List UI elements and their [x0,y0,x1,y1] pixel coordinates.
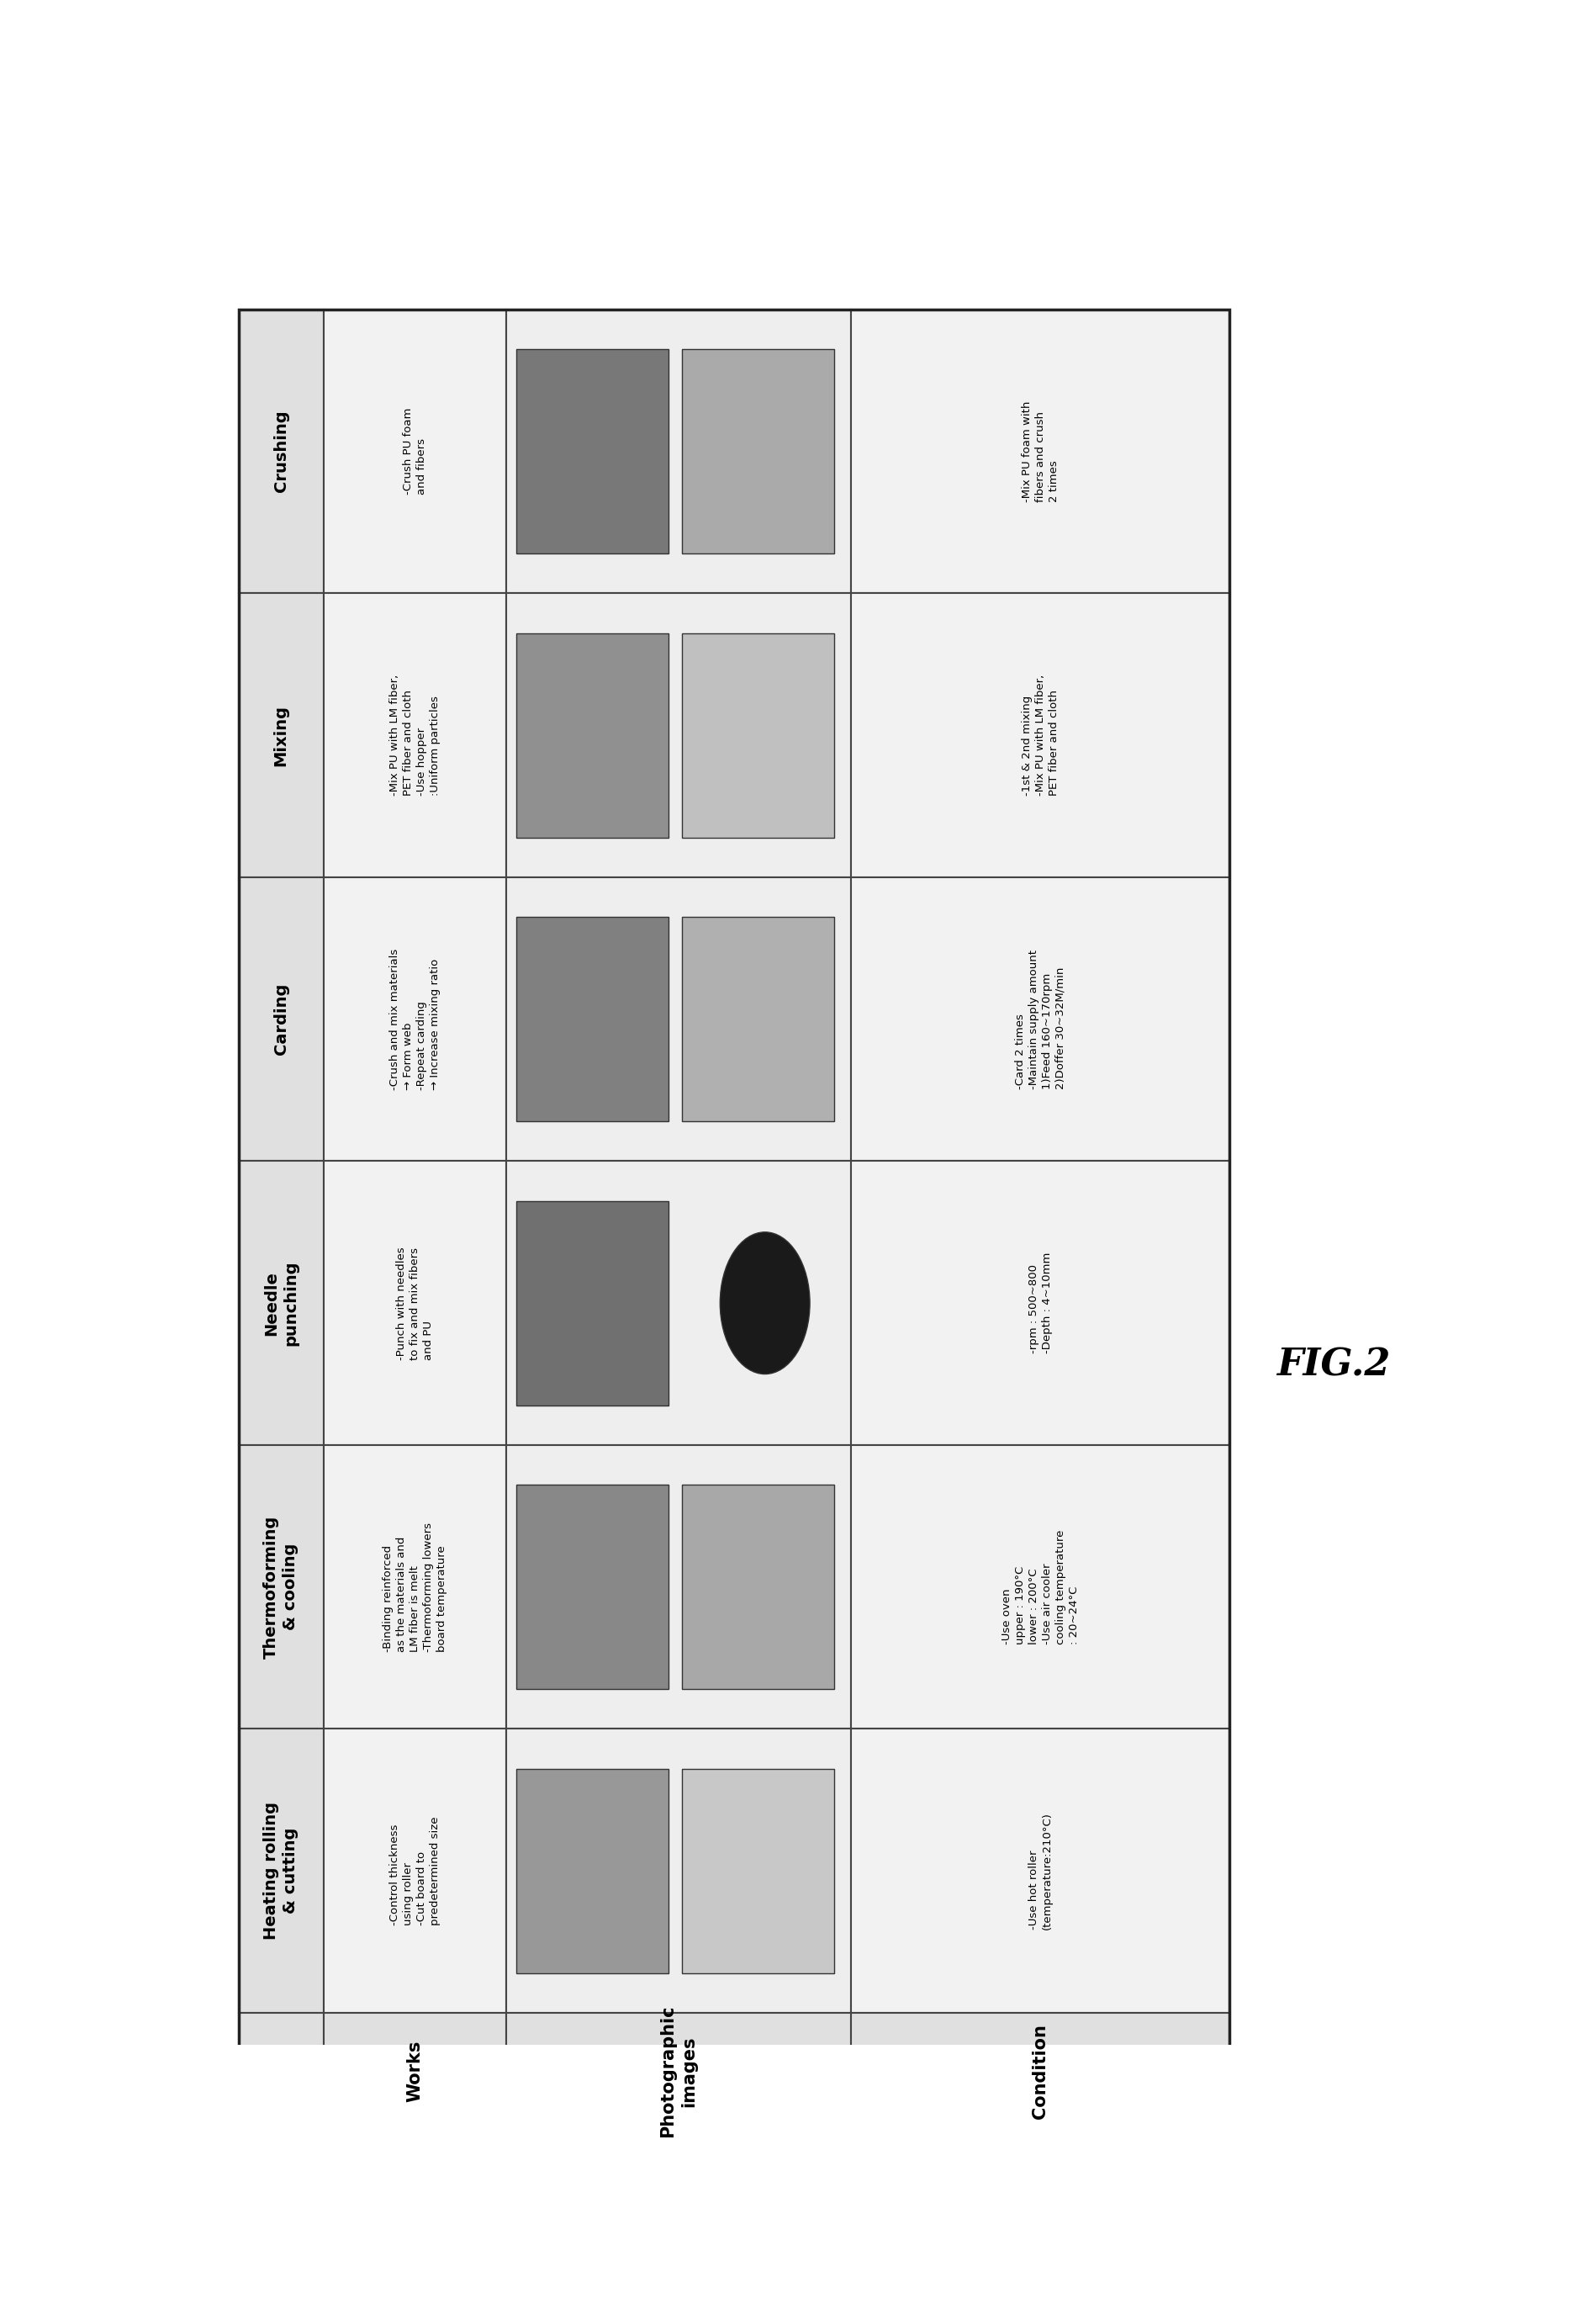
Bar [238,1445,324,1728]
Bar [681,1769,833,1974]
Text: Mixing: Mixing [273,705,289,765]
Bar [516,632,667,836]
Text: -Use hot roller
(temperature:210°C): -Use hot roller (temperature:210°C) [1028,1813,1052,1930]
Bar [238,310,1229,2130]
Bar [851,2013,1229,2130]
Text: -Crush PU foam
and fibers: -Crush PU foam and fibers [402,409,426,494]
Bar [851,1728,1229,2013]
Text: -Use oven
upper : 190°C
lower : 200°C
-Use air cooler
cooling temperature
: 20~2: -Use oven upper : 190°C lower : 200°C -U… [1001,1530,1079,1645]
Bar [324,1445,506,1728]
Text: -Crush and mix materials
→ Form web
-Repeat carding
→ Increase mixing ratio: -Crush and mix materials → Form web -Rep… [389,949,440,1089]
Bar [324,593,506,878]
Bar [516,1202,667,1406]
Bar [324,878,506,1160]
Text: Condition: Condition [1031,2025,1049,2119]
Bar [681,349,833,554]
Text: Crushing: Crushing [273,411,289,492]
Text: -Punch with needles
to fix and mix fibers
and PU: -Punch with needles to fix and mix fiber… [396,1246,434,1360]
Bar [238,310,324,593]
Bar [506,1728,851,2013]
Bar [238,1728,324,2013]
Bar [851,878,1229,1160]
Bar [516,917,667,1121]
Bar [851,1445,1229,1728]
Bar [851,593,1229,878]
Bar [238,878,324,1160]
Bar [851,1160,1229,1445]
Bar [681,917,833,1121]
Bar [506,593,851,878]
Bar [238,2013,324,2130]
Bar [506,1445,851,1728]
Ellipse shape [720,1232,809,1374]
Text: Heating rolling
& cutting: Heating rolling & cutting [263,1802,298,1940]
Bar [506,878,851,1160]
Text: Carding: Carding [273,984,289,1055]
Bar [506,1160,851,1445]
Bar [516,349,667,554]
Bar [681,632,833,836]
Bar [238,1160,324,1445]
Bar [324,2013,506,2130]
Text: -Card 2 times
-Maintain supply amount
1)Feed 160~170rpm
2)Doffer 30~32M/min: -Card 2 times -Maintain supply amount 1)… [1013,949,1066,1089]
Bar [516,1485,667,1689]
Bar [238,593,324,878]
Bar [506,310,851,593]
Bar [506,2013,851,2130]
Bar [681,1485,833,1689]
Bar [324,1160,506,1445]
Text: -Mix PU with LM fiber,
PET fiber and cloth
-Use hopper
:Uniform particles: -Mix PU with LM fiber, PET fiber and clo… [389,676,440,795]
Text: FIG.2: FIG.2 [1275,1347,1390,1383]
Text: Needle
punching: Needle punching [263,1259,298,1347]
Text: Thermoforming
& cooling: Thermoforming & cooling [263,1514,298,1659]
Text: -1st & 2nd mixing
-Mix PU with LM fiber,
PET fiber and cloth: -1st & 2nd mixing -Mix PU with LM fiber,… [1021,676,1058,795]
Text: Photographic
images: Photographic images [659,2004,697,2137]
Text: -rpm : 500~800
-Depth : 4~10mm: -rpm : 500~800 -Depth : 4~10mm [1028,1252,1052,1354]
Text: -Control thickness
using roller
-Cut board to
predetermined size: -Control thickness using roller -Cut boa… [389,1815,440,1926]
Text: -Mix PU foam with
fibers and crush
2 times: -Mix PU foam with fibers and crush 2 tim… [1021,400,1058,501]
Text: Works: Works [405,2041,423,2103]
Bar [516,1769,667,1974]
Text: -Binding reinforced
as the materials and
LM fiber is melt
-Thermoforming lowers
: -Binding reinforced as the materials and… [381,1521,447,1652]
Bar [851,310,1229,593]
Bar [324,1728,506,2013]
Bar [324,310,506,593]
